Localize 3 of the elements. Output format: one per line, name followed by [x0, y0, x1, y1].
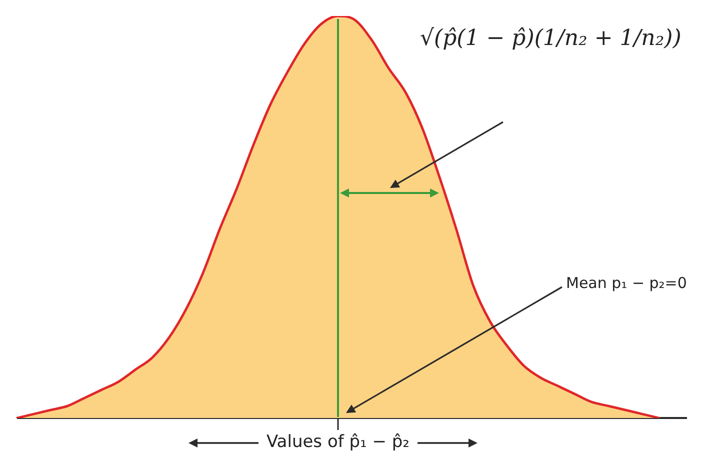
x-axis-title: Values of p̂₁ − p̂₂ [266, 432, 410, 452]
annotation: √(p̂(1 − p̂)(1/n₂ + 1/n₂)) [420, 26, 682, 51]
annotation: Mean p₁ − p₂=0 [566, 274, 687, 292]
